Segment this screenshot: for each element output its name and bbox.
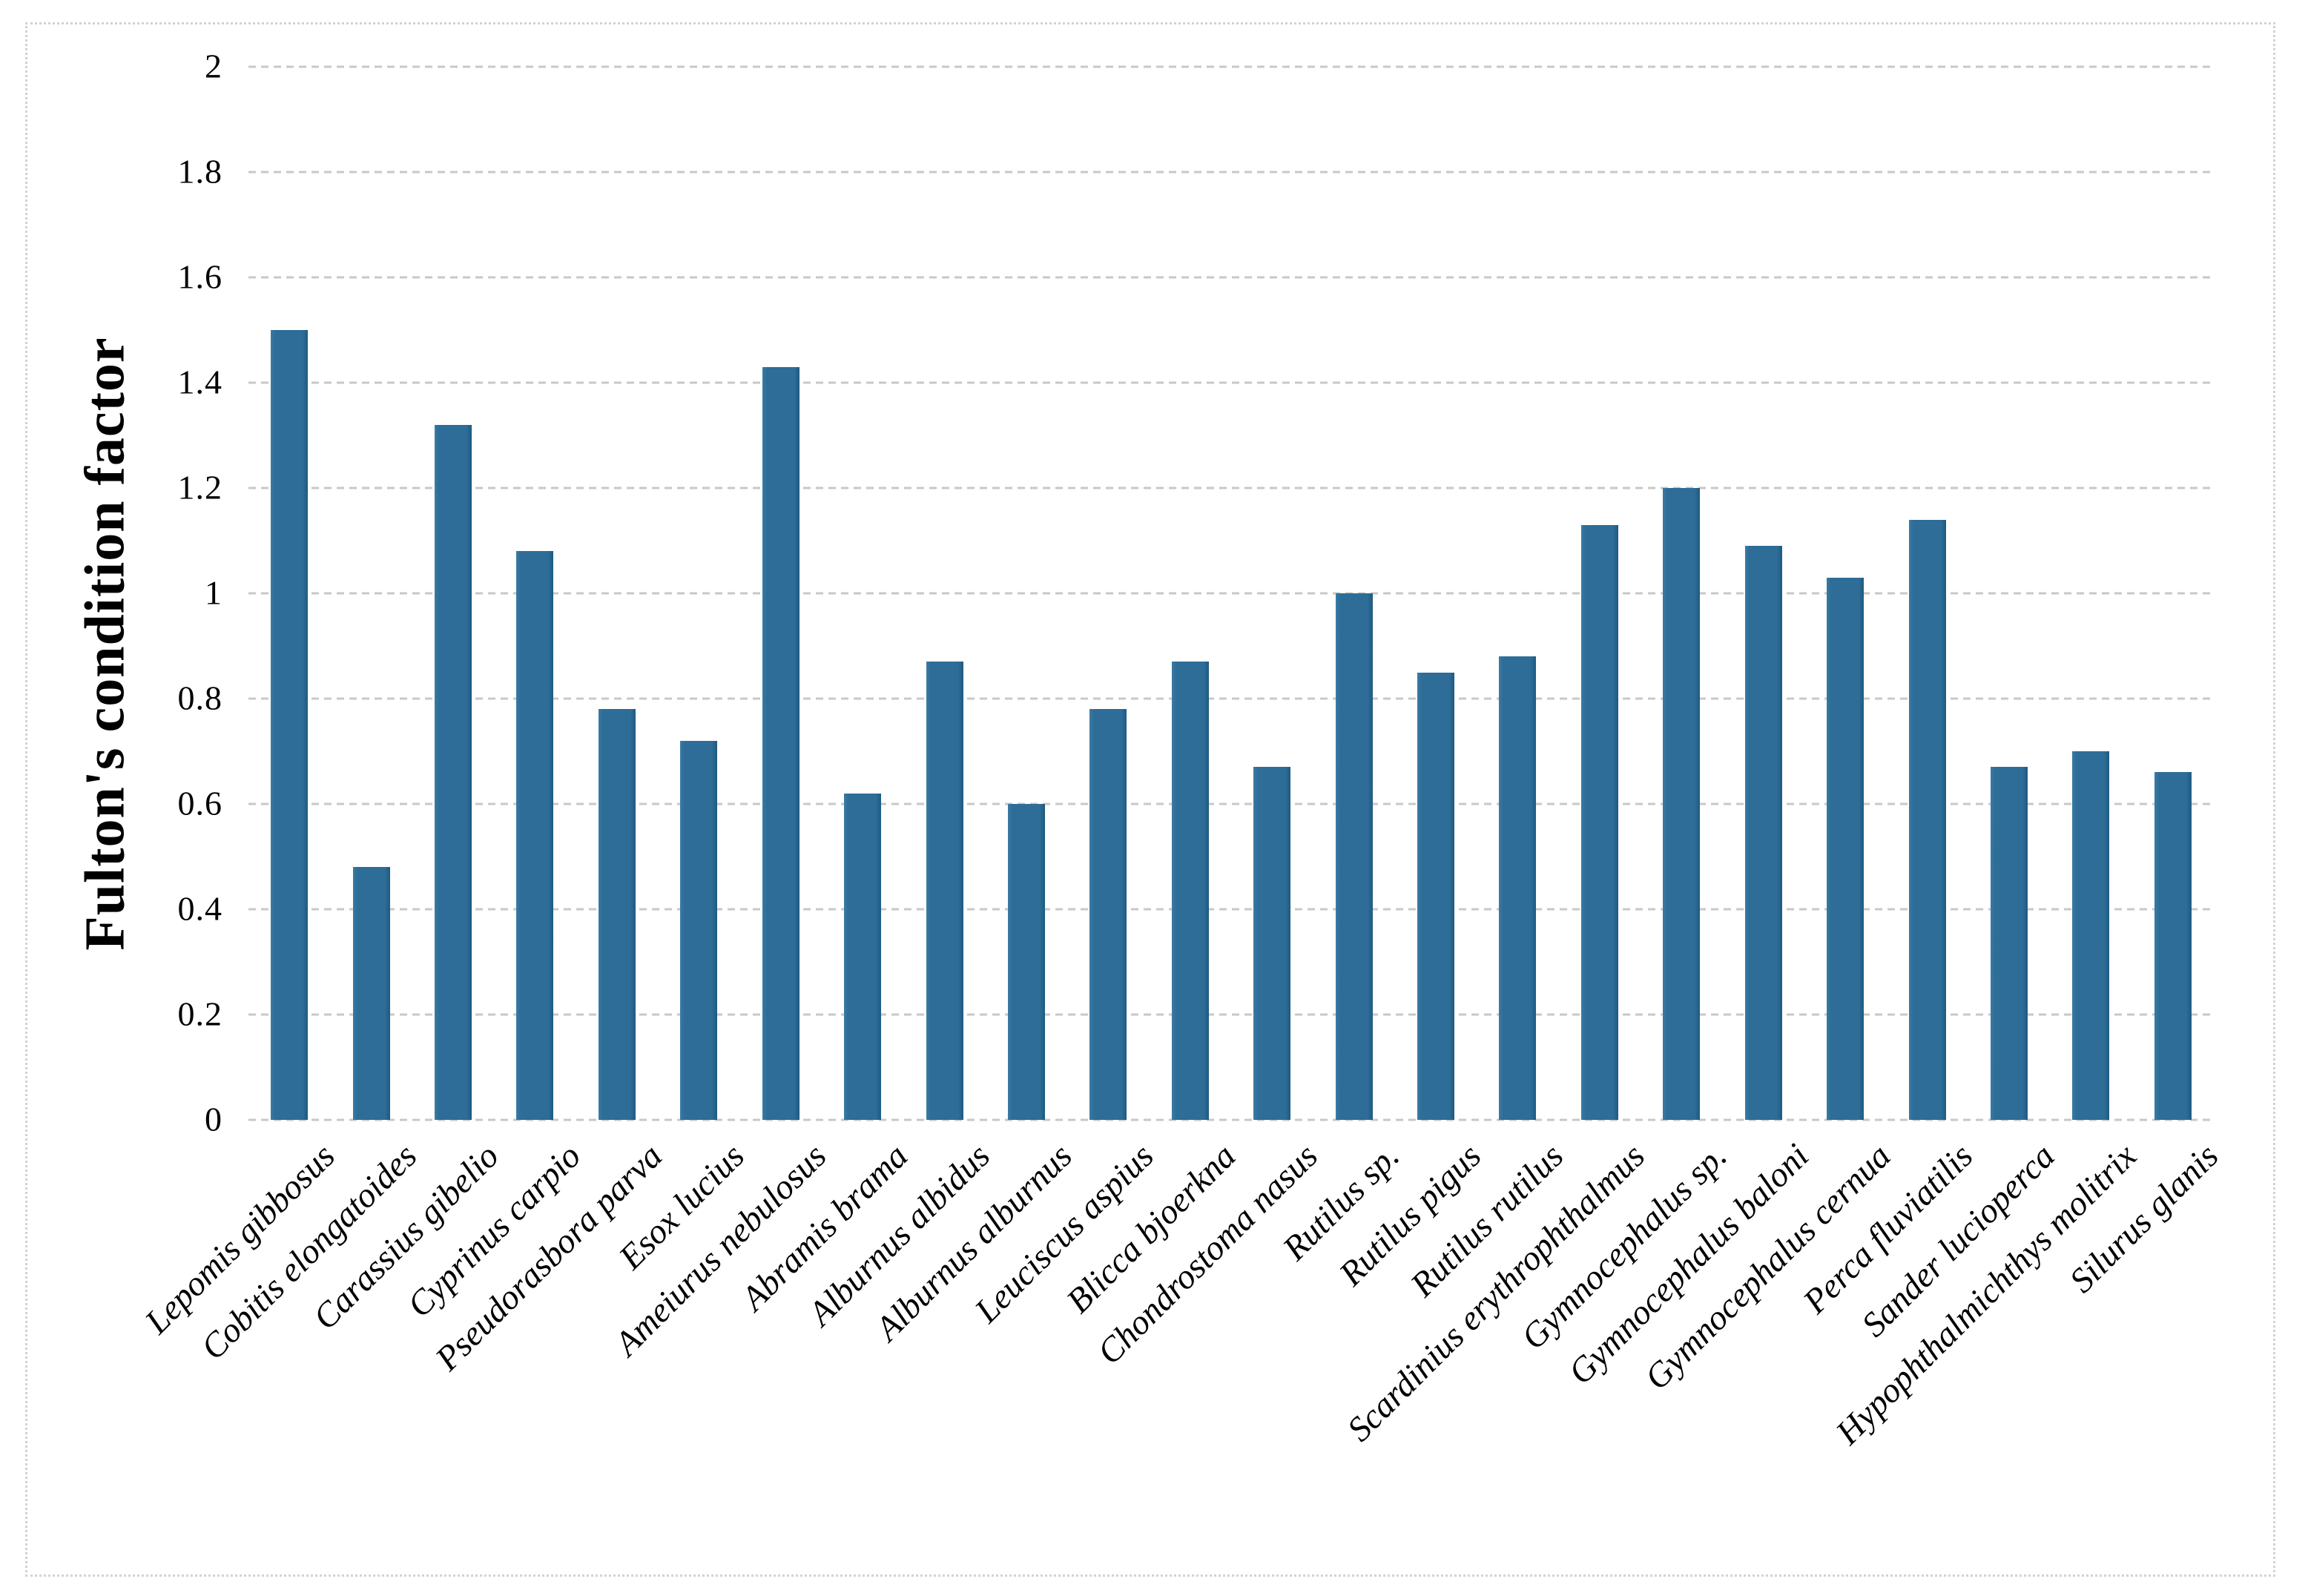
h-gridline <box>248 487 2214 489</box>
bar <box>598 709 636 1120</box>
bar <box>271 330 309 1120</box>
bar <box>1417 672 1455 1120</box>
bar <box>435 424 472 1120</box>
y-tick-label: 0 <box>205 1100 222 1138</box>
h-gridline <box>248 802 2214 805</box>
bar <box>1007 804 1045 1120</box>
bar <box>1253 767 1291 1120</box>
bar <box>516 551 554 1120</box>
h-gridline <box>248 697 2214 700</box>
bar <box>844 793 882 1120</box>
y-axis-tick-labels: 0 0.2 0.4 0.6 0.8 1 1.2 1.4 1.6 1.8 2 <box>0 47 222 1138</box>
bar <box>1908 519 1946 1120</box>
h-gridline <box>248 276 2214 279</box>
bar <box>1663 488 1701 1120</box>
y-tick-label: 2 <box>205 47 222 85</box>
h-gridline <box>248 381 2214 384</box>
h-gridline <box>248 908 2214 911</box>
bar <box>926 662 963 1120</box>
bar <box>2154 772 2192 1120</box>
y-tick-label: 1.4 <box>177 363 222 401</box>
y-tick-label: 1.6 <box>177 257 222 296</box>
bar <box>1990 767 2028 1120</box>
y-tick-label: 0.4 <box>177 889 222 928</box>
bar <box>352 867 390 1120</box>
y-tick-label: 0.2 <box>177 995 222 1033</box>
h-gridline <box>248 1118 2214 1121</box>
bar <box>1089 709 1127 1120</box>
bar <box>1744 546 1782 1120</box>
bar <box>762 366 799 1120</box>
h-gridline <box>248 65 2214 68</box>
figure-border <box>25 22 2275 1577</box>
bar <box>680 740 718 1120</box>
bar <box>2072 751 2110 1120</box>
bar <box>1827 577 1864 1120</box>
h-gridline <box>248 592 2214 595</box>
x-axis-labels: Lepomis gibbosus Cobitis elongatoides Cara… <box>138 1136 2226 1577</box>
h-gridline <box>248 1013 2214 1016</box>
plot-area <box>248 65 2214 1121</box>
y-tick-label: 0.8 <box>177 679 222 717</box>
y-tick-label: 1 <box>205 573 222 612</box>
bar <box>1335 593 1373 1120</box>
bar <box>1580 524 1618 1120</box>
bar <box>1171 662 1209 1120</box>
h-gridline <box>248 171 2214 174</box>
y-tick-label: 0.6 <box>177 784 222 822</box>
y-tick-label: 1.8 <box>177 152 222 191</box>
y-tick-label: 1.2 <box>177 468 222 507</box>
bar <box>1499 656 1537 1120</box>
